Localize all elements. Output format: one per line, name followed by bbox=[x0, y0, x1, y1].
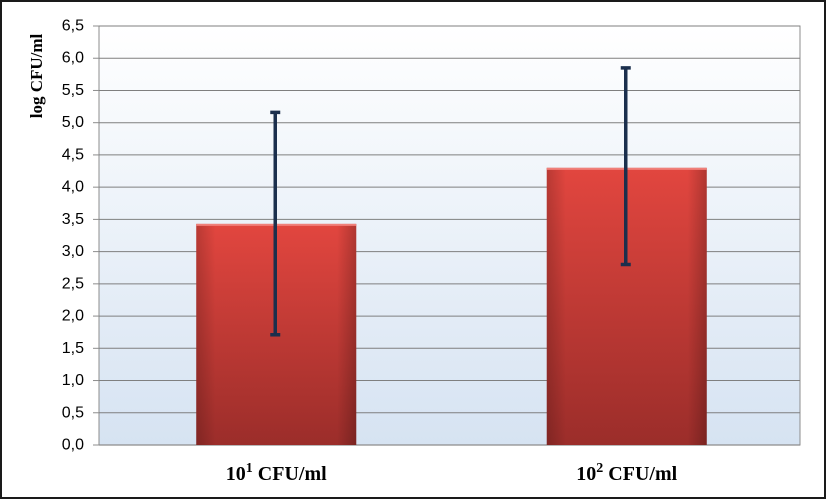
y-axis-title: log CFU/ml bbox=[27, 33, 46, 118]
x-category-label: 102 CFU/ml bbox=[576, 461, 677, 485]
y-tick-label: 3,0 bbox=[62, 243, 84, 260]
y-tick-label: 1,5 bbox=[62, 340, 84, 357]
y-tick-label: 2,5 bbox=[62, 275, 84, 292]
y-tick-label: 6,5 bbox=[62, 18, 84, 35]
x-axis-labels: 101 CFU/ml 102 CFU/ml bbox=[226, 461, 678, 485]
y-tick-label: 0,5 bbox=[62, 404, 84, 421]
y-tick-label: 6,0 bbox=[62, 50, 84, 67]
y-tick-label: 1,0 bbox=[62, 372, 84, 389]
y-tick-label: 4,5 bbox=[62, 146, 84, 163]
error-bars bbox=[270, 66, 631, 337]
y-tick-label: 4,0 bbox=[62, 179, 84, 196]
y-tick-label: 2,0 bbox=[62, 308, 84, 325]
y-tick-label: 0,0 bbox=[62, 437, 84, 454]
y-tick-label: 3,5 bbox=[62, 211, 84, 228]
y-tick-label: 5,5 bbox=[62, 82, 84, 99]
x-category-label: 101 CFU/ml bbox=[226, 461, 327, 485]
y-axis-ticks: 0,0 0,5 1,0 1,5 2,0 2,5 3,0 3,5 4,0 4,5 5,0 5,5 6,0 6… bbox=[62, 18, 99, 454]
y-tick-label: 5,0 bbox=[62, 114, 84, 131]
